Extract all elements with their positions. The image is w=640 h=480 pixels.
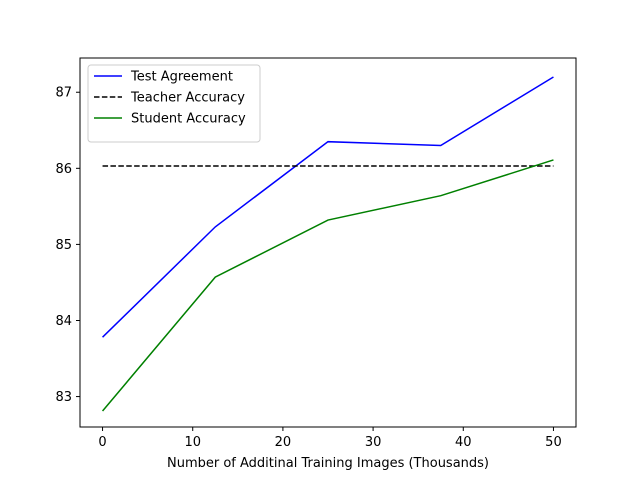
x-tick-label-1: 10 xyxy=(184,435,201,450)
x-tick-label-4: 40 xyxy=(455,435,472,450)
y-tick-label-4: 87 xyxy=(55,86,72,101)
x-axis-label: Number of Additinal Training Images (Tho… xyxy=(167,456,489,471)
legend-label-1: Teacher Accuracy xyxy=(130,91,245,106)
legend-label-0: Test Agreement xyxy=(130,70,233,85)
y-tick-label-1: 84 xyxy=(55,314,72,329)
x-tick-label-2: 20 xyxy=(275,435,292,450)
x-tick-label-3: 30 xyxy=(365,435,382,450)
y-tick-label-0: 83 xyxy=(55,390,72,405)
y-axis: 83 84 85 86 87 xyxy=(55,86,80,405)
x-tick-label-0: 0 xyxy=(98,435,106,450)
plot-lines xyxy=(101,76,554,412)
y-tick-label-3: 86 xyxy=(55,162,72,177)
legend: Test Agreement Teacher Accuracy Student Ac… xyxy=(87,64,261,143)
y-tick-label-2: 85 xyxy=(55,238,72,253)
x-tick-label-5: 50 xyxy=(545,435,562,450)
plot-frame xyxy=(79,57,577,428)
legend-box xyxy=(87,64,261,143)
series-line-0 xyxy=(102,76,554,338)
series-line-2 xyxy=(101,159,554,412)
x-axis: 0 10 20 30 40 50 xyxy=(98,427,562,450)
legend-label-2: Student Accuracy xyxy=(131,112,246,127)
